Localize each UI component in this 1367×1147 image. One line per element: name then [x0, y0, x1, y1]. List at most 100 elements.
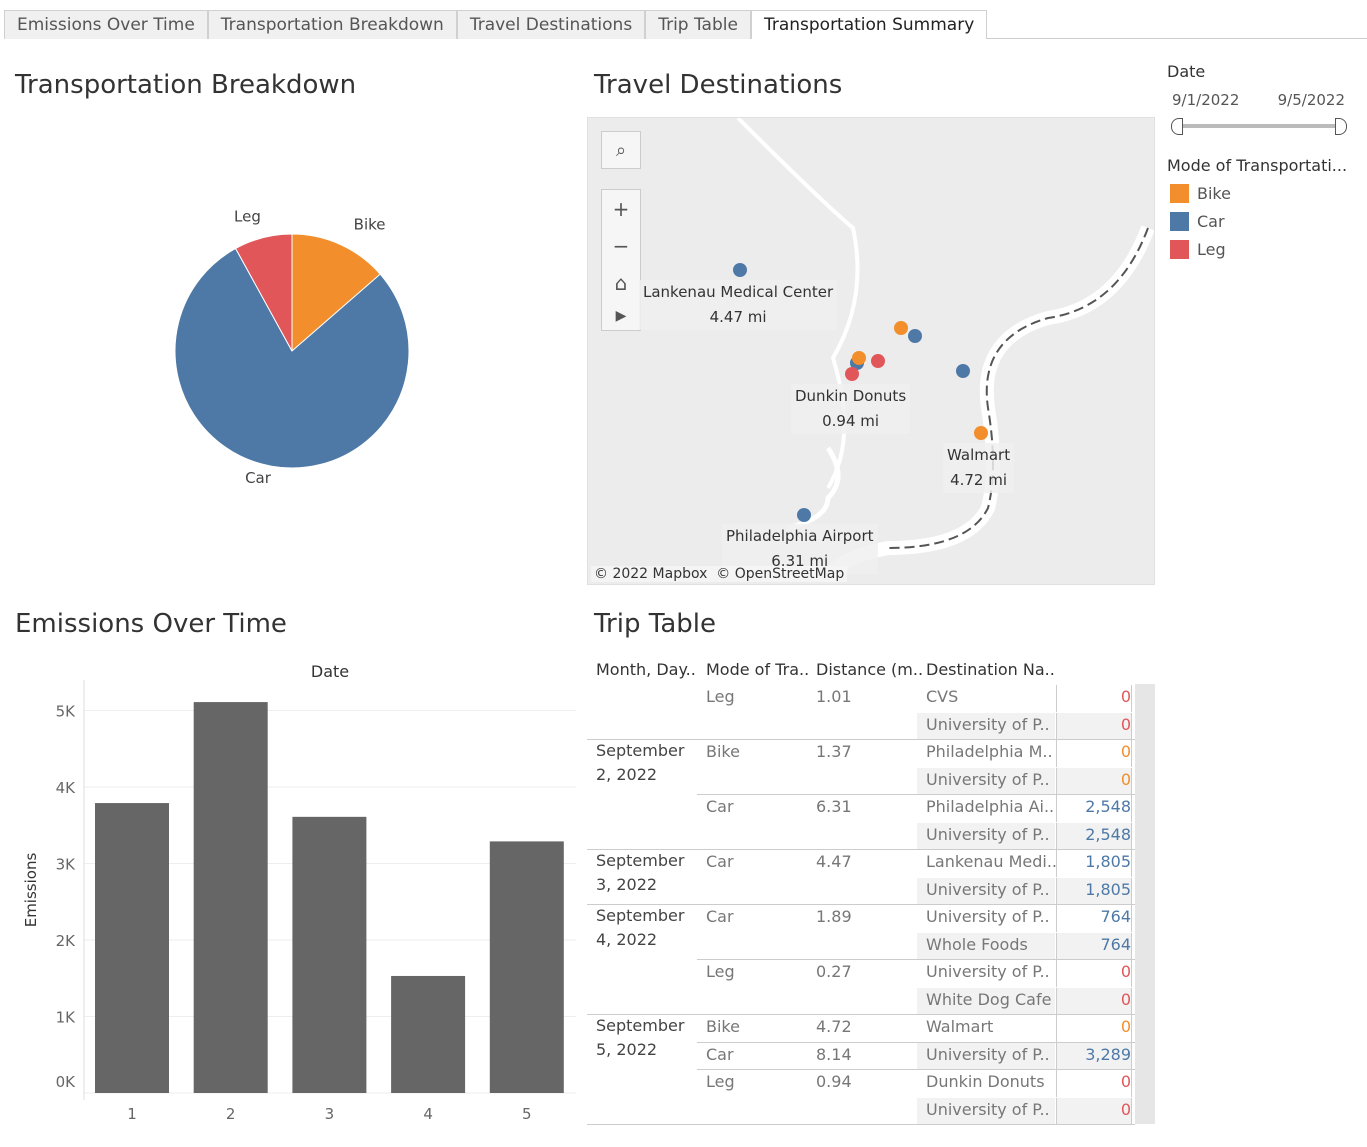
value-cell-background [1056, 850, 1132, 877]
bar-chart: 0K 1K 2K 3K 4K 5K Date Emissions 1 2 3 4 5 [22, 662, 576, 1123]
map-label: Philadelphia Airport 6.31 mi [722, 524, 878, 574]
bar-5 [489, 841, 564, 1093]
emissions-cell: 2,548 [1085, 797, 1131, 816]
bar-title: Emissions Over Time [15, 609, 287, 639]
date-filter-label: Date [1167, 62, 1206, 81]
table-row[interactable]: Car 8.14 University of P.. 3,289 [587, 1041, 1155, 1069]
row-divider [697, 959, 1135, 960]
pie-label-car: Car [245, 469, 272, 487]
table-row[interactable]: University of P.. 0 [587, 712, 1155, 739]
y-tick-label: 5K [56, 703, 77, 721]
value-cell-background [1056, 1097, 1132, 1124]
date-slider-end-handle[interactable] [1335, 118, 1347, 135]
column-header-distance[interactable]: Distance (m.. [816, 660, 924, 679]
x-axis-title: Date [311, 662, 349, 681]
value-cell-background [1056, 932, 1132, 959]
column-header-destination[interactable]: Destination Na.. [926, 660, 1055, 679]
emissions-cell: 0 [1120, 742, 1131, 761]
table-row[interactable]: University of P.. 0 [587, 1097, 1155, 1124]
mode-cell: Car [706, 907, 734, 926]
date-slider-start-handle[interactable] [1171, 118, 1183, 135]
legend-item-car[interactable]: Car [1167, 207, 1347, 235]
map-point-bike [852, 351, 866, 365]
home-icon[interactable]: ⌂ [614, 270, 628, 295]
table-row[interactable]: University of P.. 2,548 [587, 822, 1155, 849]
map-point-car [956, 364, 970, 378]
legend-item-leg[interactable]: Leg [1167, 235, 1347, 263]
value-cell-background [1056, 740, 1132, 767]
tab-trip-table[interactable]: Trip Table [645, 10, 751, 39]
column-header-date[interactable]: Month, Day.. [596, 660, 696, 679]
x-tick-label: 1 [127, 1105, 137, 1123]
distance-cell: 4.47 [816, 852, 852, 871]
map[interactable]: ⌕ + − ⌂ ▶ Lankenau Medical Center 4.47 mi… [587, 117, 1155, 585]
destination-cell: University of P.. [926, 907, 1050, 926]
table-row[interactable]: September 4, 2022 Car 1.89 University of P.… [587, 904, 1155, 949]
value-cell-background [1056, 767, 1132, 794]
legend-item-bike[interactable]: Bike [1167, 179, 1347, 207]
pie-slice-leg [234, 233, 293, 352]
value-cell-background [1056, 905, 1132, 932]
table-scrollbar[interactable] [1135, 684, 1155, 1124]
map-point-car [733, 263, 747, 277]
pie-title: Transportation Breakdown [15, 70, 357, 100]
mode-cell: Car [706, 1044, 734, 1064]
car-swatch [1170, 211, 1189, 231]
cell-background [917, 822, 1055, 849]
leg-swatch [1170, 239, 1189, 259]
table-row[interactable]: Car 6.31 Philadelphia Ai.. 2,548 [587, 794, 1155, 822]
play-icon[interactable]: ▶ [615, 307, 627, 324]
distance-cell: 1.01 [816, 687, 852, 706]
bar-4 [391, 975, 466, 1093]
destination-cell: Lankenau Medi.. [926, 852, 1057, 871]
x-tick-label: 2 [226, 1105, 236, 1123]
mode-cell: Leg [706, 962, 735, 981]
distance-cell: 0.94 [816, 1072, 852, 1091]
table-row[interactable]: Whole Foods 764 [587, 932, 1155, 959]
table-row[interactable]: September 2, 2022 Bike 1.37 Philadelphia M.… [587, 739, 1155, 784]
table-row[interactable]: White Dog Cafe 0 [587, 987, 1155, 1014]
cell-background [917, 932, 1055, 959]
zoom-out-icon[interactable]: − [612, 233, 630, 258]
map-attribution[interactable]: © 2022 Mapbox © OpenStreetMap [591, 566, 848, 582]
map-point-leg [871, 354, 885, 368]
y-tick-label: 0K [56, 1073, 77, 1091]
map-point-car [797, 508, 811, 522]
emissions-cell: 3,289 [1085, 1044, 1131, 1064]
emissions-cell: 0 [1120, 1099, 1131, 1119]
map-search-button[interactable]: ⌕ [601, 131, 641, 169]
emissions-cell: 2,548 [1085, 824, 1131, 844]
date-slider-track[interactable] [1171, 124, 1347, 128]
y-tick-label: 2K [56, 932, 77, 950]
mode-cell: Car [706, 852, 734, 871]
date-cell: September 4, 2022 [596, 906, 685, 949]
destination-cell: University of P.. [926, 1044, 1050, 1064]
map-label: Dunkin Donuts 0.94 mi [791, 384, 911, 434]
table-row[interactable]: Leg 1.01 CVS 0 [587, 684, 1155, 712]
pie-label-bike: Bike [354, 215, 386, 233]
tab-travel-destinations[interactable]: Travel Destinations [456, 10, 646, 39]
destination-cell: Philadelphia M.. [926, 742, 1053, 761]
zoom-in-icon[interactable]: + [612, 196, 630, 221]
column-header-mode[interactable]: Mode of Tra.. [706, 660, 810, 679]
table-row[interactable]: University of P.. 1,805 [587, 877, 1155, 904]
table-row[interactable]: September 3, 2022 Car 4.47 Lankenau Medi.. 1… [587, 849, 1155, 894]
table-row[interactable]: University of P.. 0 [587, 767, 1155, 794]
tab-transportation-breakdown[interactable]: Transportation Breakdown [207, 10, 457, 39]
destination-cell: University of P.. [926, 824, 1050, 844]
value-cell-background [1056, 712, 1132, 739]
cell-background [917, 1097, 1055, 1124]
date-cell: September 3, 2022 [596, 851, 685, 894]
x-tick-label: 4 [423, 1105, 433, 1123]
tab-transportation-summary[interactable]: Transportation Summary [750, 10, 988, 39]
date-start: 9/1/2022 [1172, 91, 1240, 109]
emissions-cell: 0 [1120, 687, 1131, 706]
destination-cell: Dunkin Donuts [926, 1072, 1045, 1091]
table-row[interactable]: Leg 0.27 University of P.. 0 [587, 959, 1155, 987]
value-cell-background [1056, 960, 1132, 987]
table-row[interactable]: September 5, 2022 Bike 4.72 Walmart 0 [587, 1014, 1155, 1059]
destination-cell: Whole Foods [926, 934, 1028, 954]
table-row[interactable]: Leg 0.94 Dunkin Donuts 0 [587, 1069, 1155, 1097]
tab-emissions-over-time[interactable]: Emissions Over Time [4, 10, 208, 39]
mode-cell: Bike [706, 1017, 740, 1036]
